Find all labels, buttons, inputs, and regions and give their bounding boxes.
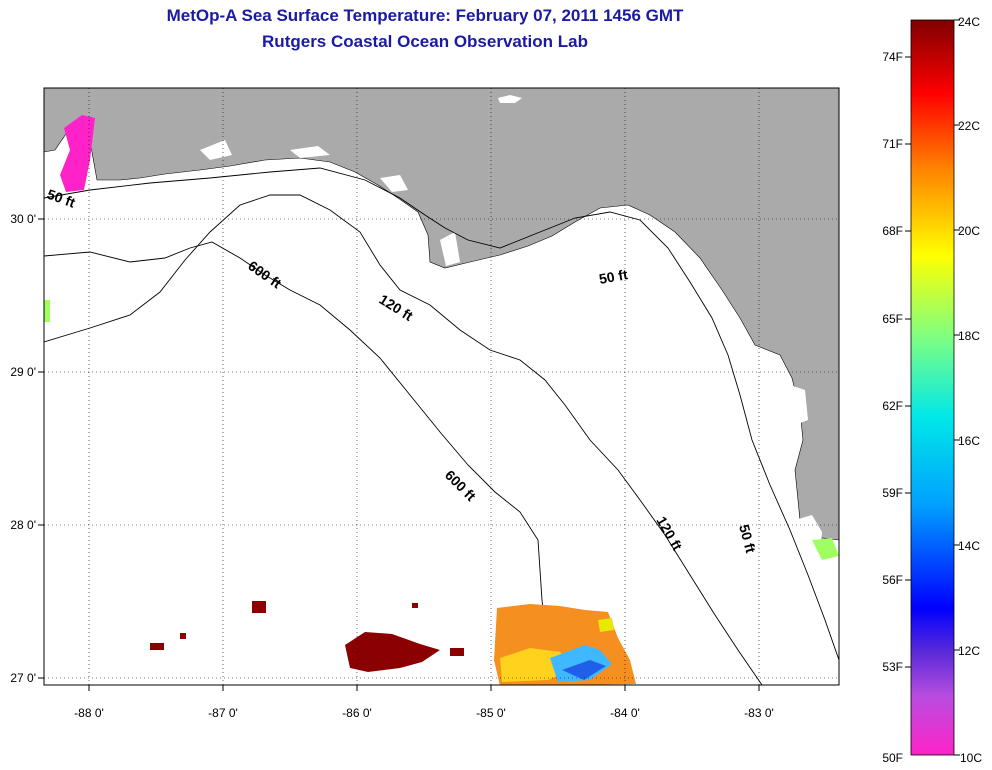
contour-120ft	[44, 194, 763, 685]
contour-50ft	[44, 167, 839, 661]
land-area	[44, 88, 839, 549]
bay-area	[440, 232, 460, 266]
colorbar-f-label: 53F	[882, 660, 903, 674]
colorbar-f-label: 56F	[882, 573, 903, 587]
lat-label: 30 0'	[10, 212, 36, 226]
map-panel[interactable]	[44, 88, 839, 686]
lon-label: -85 0'	[476, 706, 506, 720]
axis-ticks	[38, 218, 760, 691]
bay-area	[290, 146, 330, 158]
sst-data-patches	[44, 115, 839, 685]
map-title: MetOp-A Sea Surface Temperature: Februar…	[166, 6, 684, 25]
lon-label: -83 0'	[744, 706, 774, 720]
colorbar-c-label: 12C	[958, 644, 980, 658]
lon-label: -88 0'	[74, 706, 104, 720]
colorbar-f-label: 74F	[882, 50, 903, 64]
colorbar-f-label: 68F	[882, 224, 903, 238]
lat-label: 28 0'	[10, 518, 36, 532]
contour-600ft	[44, 241, 553, 685]
lon-label: -86 0'	[342, 706, 372, 720]
lat-label: 29 0'	[10, 365, 36, 379]
colorbar-f-label: 65F	[882, 312, 903, 326]
colorbar-c-label: 24C	[958, 15, 980, 29]
colorbar-c-label: 16C	[958, 434, 980, 448]
colorbar-c-label: 14C	[958, 539, 980, 553]
colorbar-f-label: 71F	[882, 137, 903, 151]
map-subtitle: Rutgers Coastal Ocean Observation Lab	[262, 32, 588, 51]
temperature-colorbar: 74F 71F 68F 65F 62F 59F 56F 53F 50F 24C …	[882, 15, 982, 765]
contour-label-50ft: 50 ft	[598, 266, 629, 287]
bay-area	[380, 175, 408, 192]
bay-area	[790, 385, 808, 425]
colorbar-c-label: 20C	[958, 224, 980, 238]
lon-label: -87 0'	[208, 706, 238, 720]
graticule	[44, 88, 839, 685]
colorbar-f-label: 50F	[882, 751, 903, 765]
contour-label-50ft: 50 ft	[736, 523, 759, 555]
colorbar-c-label: 10C	[960, 751, 982, 765]
colorbar-c-label: 18C	[958, 329, 980, 343]
colorbar-gradient	[910, 19, 955, 756]
colorbar-c-label: 22C	[958, 119, 980, 133]
bay-area	[200, 140, 232, 160]
inland-lake	[498, 95, 522, 103]
lat-label: 27 0'	[10, 671, 36, 685]
colorbar-f-label: 62F	[882, 399, 903, 413]
lon-label: -84 0'	[610, 706, 640, 720]
colorbar-f-label: 59F	[882, 486, 903, 500]
map-frame	[43, 87, 840, 686]
